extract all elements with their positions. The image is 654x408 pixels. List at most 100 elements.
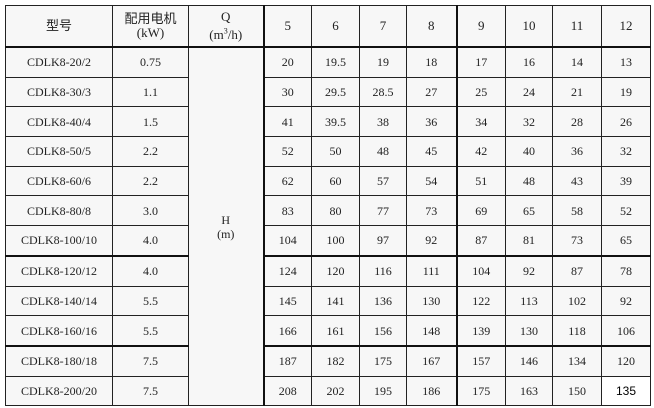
head-value-cell: 14 — [552, 46, 602, 78]
head-value-cell: 135 — [601, 375, 651, 407]
head-value-cell: 21 — [552, 76, 602, 108]
head-value-cell: 28.5 — [359, 76, 407, 108]
head-value-cell: 145 — [263, 285, 312, 317]
head-value-cell: 130 — [406, 285, 458, 317]
head-value-cell: 166 — [263, 315, 312, 347]
head-value-cell: 104 — [263, 225, 312, 257]
head-value-cell: 34 — [456, 106, 506, 138]
head-value-cell: 19.5 — [311, 46, 360, 78]
header-model: 型号 — [5, 5, 113, 48]
head-value-cell: 163 — [505, 375, 553, 407]
head-value-cell: 13 — [601, 46, 651, 78]
model-cell: CDLK8-100/10 — [5, 225, 113, 257]
head-value-cell: 36 — [552, 136, 602, 167]
table-row: CDLK8-50/5 2.2 52 50 48 45 42 40 36 32 — [5, 136, 651, 167]
motor-kw-cell: 5.5 — [112, 315, 189, 347]
header-motor-unit: (kW) — [136, 25, 165, 40]
header-flow-11: 11 — [552, 5, 602, 48]
table-row: CDLK8-40/4 1.5 41 39.5 38 36 34 32 28 26 — [5, 106, 651, 138]
head-value-cell: 65 — [601, 225, 651, 257]
table-row: CDLK8-80/8 3.0 83 80 77 73 69 65 58 52 — [5, 195, 651, 227]
head-value-cell: 202 — [311, 375, 360, 407]
motor-kw-cell: 0.75 — [112, 46, 189, 78]
unit-sup: 3 — [223, 26, 228, 36]
head-value-cell: 195 — [359, 375, 407, 407]
head-value-cell: 57 — [359, 165, 407, 197]
motor-kw-cell: 7.5 — [112, 375, 189, 407]
header-flow-9: 9 — [456, 5, 506, 48]
head-value-cell: 141 — [311, 285, 360, 317]
head-value-cell: 120 — [311, 255, 360, 287]
head-value-cell: 111 — [406, 255, 458, 287]
head-value-cell: 146 — [505, 345, 553, 377]
model-cell: CDLK8-140/14 — [5, 285, 113, 317]
table-row: CDLK8-160/16 5.5 166 161 156 148 139 130 118 106 — [5, 315, 651, 347]
head-value-cell: 87 — [456, 225, 506, 257]
header-flow-unit: (m3/h) — [209, 26, 243, 42]
header-flow-5: 5 — [263, 5, 312, 48]
table-row: CDLK8-100/10 4.0 104 100 97 92 87 81 73 65 — [5, 225, 651, 257]
head-value-cell: 80 — [311, 195, 360, 227]
head-value-cell: 136 — [359, 285, 407, 317]
motor-kw-cell: 1.1 — [112, 76, 189, 108]
head-value-cell: 113 — [505, 285, 553, 317]
header-flow-6: 6 — [311, 5, 360, 48]
head-value-cell: 50 — [311, 136, 360, 167]
table-row: CDLK8-20/2 0.75 H (m) 20 19.5 19 18 17 16 14 13 — [5, 46, 651, 407]
table-row: CDLK8-180/18 7.5 187 182 175 167 157 146 134 120 — [5, 345, 651, 377]
head-value-cell: 32 — [601, 136, 651, 167]
head-value-cell: 118 — [552, 315, 602, 347]
head-value-cell: 52 — [601, 195, 651, 227]
header-motor-label: 配用电机 — [124, 11, 177, 26]
head-value-cell: 157 — [456, 345, 506, 377]
head-value-cell: 65 — [505, 195, 553, 227]
header-row: 型号 配用电机 (kW) Q (m3/h) 5 6 7 8 9 10 11 12 — [5, 5, 651, 48]
head-value-cell: 92 — [406, 225, 458, 257]
head-value-cell: 77 — [359, 195, 407, 227]
head-value-cell: 51 — [456, 165, 506, 197]
head-value-cell: 45 — [406, 136, 458, 167]
head-value-cell: 38 — [359, 106, 407, 138]
motor-kw-cell: 4.0 — [112, 255, 189, 287]
head-value-cell: 134 — [552, 345, 602, 377]
head-value-cell: 148 — [406, 315, 458, 347]
head-value-cell: 100 — [311, 225, 360, 257]
model-cell: CDLK8-50/5 — [5, 136, 113, 167]
pump-performance-table: 型号 配用电机 (kW) Q (m3/h) 5 6 7 8 9 10 11 12 CDLK8-… — [5, 5, 651, 407]
model-cell: CDLK8-80/8 — [5, 195, 113, 227]
head-value-cell: 187 — [263, 345, 312, 377]
table-row: CDLK8-200/20 7.5 208 202 195 186 175 163 150 135 — [5, 375, 651, 407]
head-value-cell: 97 — [359, 225, 407, 257]
header-flow: Q (m3/h) — [188, 5, 265, 48]
head-value-cell: 161 — [311, 315, 360, 347]
head-value-cell: 29.5 — [311, 76, 360, 108]
head-value-cell: 62 — [263, 165, 312, 197]
head-value-cell: 182 — [311, 345, 360, 377]
head-value-cell: 81 — [505, 225, 553, 257]
header-flow-8: 8 — [406, 5, 458, 48]
model-cell: CDLK8-40/4 — [5, 106, 113, 138]
head-value-cell: 106 — [601, 315, 651, 347]
head-value-cell: 16 — [505, 46, 553, 78]
head-value-cell: 73 — [552, 225, 602, 257]
model-cell: CDLK8-60/6 — [5, 165, 113, 197]
head-value-cell: 156 — [359, 315, 407, 347]
head-value-cell: 48 — [359, 136, 407, 167]
head-value-cell: 92 — [505, 255, 553, 287]
head-value-cell: 69 — [456, 195, 506, 227]
head-value-cell: 78 — [601, 255, 651, 287]
unit-post: /h) — [227, 26, 243, 42]
head-value-cell: 92 — [601, 285, 651, 317]
head-value-cell: 41 — [263, 106, 312, 138]
head-value-cell: 175 — [359, 345, 407, 377]
header-flow-7: 7 — [359, 5, 407, 48]
head-value-cell: 32 — [505, 106, 553, 138]
head-value-cell: 19 — [359, 46, 407, 78]
motor-kw-cell: 2.2 — [112, 136, 189, 167]
model-cell: CDLK8-200/20 — [5, 375, 113, 407]
head-value-cell: 18 — [406, 46, 458, 78]
head-value-cell: 120 — [601, 345, 651, 377]
head-value-cell: 20 — [263, 46, 312, 78]
head-value-cell: 167 — [406, 345, 458, 377]
motor-kw-cell: 2.2 — [112, 165, 189, 197]
